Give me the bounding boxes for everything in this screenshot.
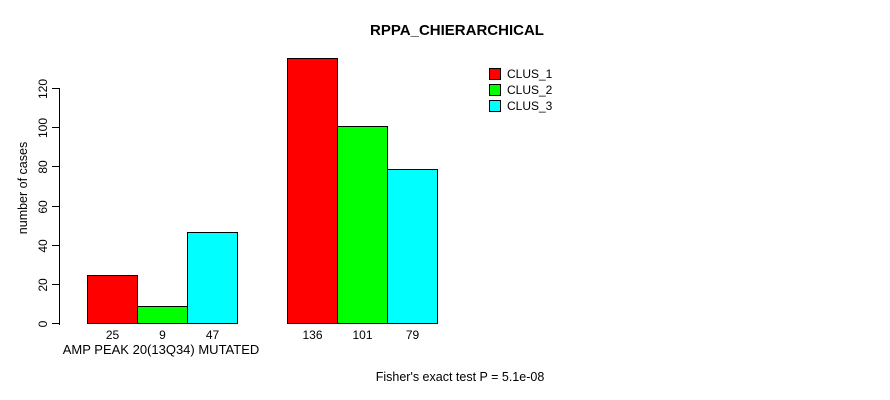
bar-value-label: 25 — [105, 328, 120, 342]
bar-clus_3-group1 — [187, 232, 238, 324]
y-tick-mark — [52, 245, 59, 246]
bar-value-label: 47 — [205, 328, 220, 342]
bar-clus_2-group1 — [137, 306, 188, 324]
y-tick-mark — [52, 206, 59, 207]
y-tick-label: 40 — [36, 239, 50, 253]
y-tick-label: 100 — [36, 117, 50, 139]
y-tick-mark — [52, 284, 59, 285]
y-tick-mark — [52, 88, 59, 89]
y-tick-mark — [52, 127, 59, 128]
legend-label: CLUS_3 — [507, 99, 553, 113]
legend-item-clus_1: CLUS_1 — [489, 66, 552, 82]
bar-clus_3-group2 — [387, 169, 438, 324]
bar-value-label: 101 — [352, 328, 373, 342]
legend-swatch-icon — [489, 68, 501, 80]
bar-value-label: 79 — [405, 328, 420, 342]
bar-clus_2-group2 — [337, 126, 388, 324]
legend-swatch-icon — [489, 100, 501, 112]
chart-title: RPPA_CHIERARCHICAL — [370, 22, 544, 39]
bar-value-label: 136 — [302, 328, 323, 342]
legend-label: CLUS_2 — [507, 83, 553, 97]
legend-label: CLUS_1 — [507, 67, 553, 81]
x-axis-label: AMP PEAK 20(13Q34) MUTATED — [62, 342, 260, 357]
y-tick-label: 60 — [36, 200, 50, 214]
y-tick-label: 20 — [36, 278, 50, 292]
y-axis — [59, 88, 60, 325]
y-tick-mark — [52, 323, 59, 324]
bar-clus_1-group1 — [87, 275, 138, 324]
bar-value-label: 9 — [159, 328, 166, 342]
y-tick-label: 0 — [36, 320, 50, 328]
legend: CLUS_1 CLUS_2 CLUS_3 — [489, 66, 552, 114]
y-tick-mark — [52, 166, 59, 167]
bar-clus_1-group2 — [287, 58, 338, 324]
legend-item-clus_3: CLUS_3 — [489, 98, 552, 114]
legend-item-clus_2: CLUS_2 — [489, 82, 552, 98]
y-tick-label: 80 — [36, 160, 50, 174]
annotation-text: Fisher's exact test P = 5.1e-08 — [375, 370, 545, 384]
y-axis-label: number of cases — [16, 141, 30, 235]
y-tick-label: 120 — [36, 78, 50, 100]
legend-swatch-icon — [489, 84, 501, 96]
